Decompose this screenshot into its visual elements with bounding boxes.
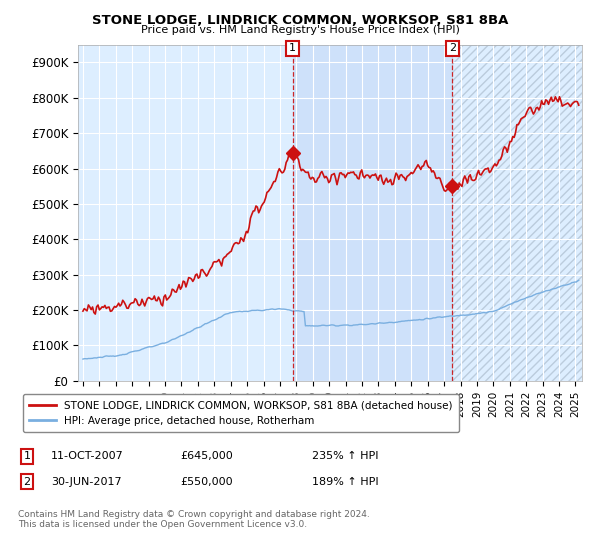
Text: £550,000: £550,000 [180,477,233,487]
Text: 189% ↑ HPI: 189% ↑ HPI [312,477,379,487]
Text: STONE LODGE, LINDRICK COMMON, WORKSOP, S81 8BA: STONE LODGE, LINDRICK COMMON, WORKSOP, S… [92,14,508,27]
Text: 2: 2 [23,477,31,487]
Text: 235% ↑ HPI: 235% ↑ HPI [312,451,379,461]
Text: Price paid vs. HM Land Registry's House Price Index (HPI): Price paid vs. HM Land Registry's House … [140,25,460,35]
Bar [293,45,452,381]
Text: Contains HM Land Registry data © Crown copyright and database right 2024.
This d: Contains HM Land Registry data © Crown c… [18,510,370,529]
Legend: STONE LODGE, LINDRICK COMMON, WORKSOP, S81 8BA (detached house), HPI: Average pr: STONE LODGE, LINDRICK COMMON, WORKSOP, S… [23,394,458,432]
Text: £645,000: £645,000 [180,451,233,461]
Text: 1: 1 [23,451,31,461]
Text: 11-OCT-2007: 11-OCT-2007 [51,451,124,461]
Text: 30-JUN-2017: 30-JUN-2017 [51,477,122,487]
Text: 2: 2 [449,43,456,53]
Text: 1: 1 [289,43,296,53]
Bar [452,45,584,381]
